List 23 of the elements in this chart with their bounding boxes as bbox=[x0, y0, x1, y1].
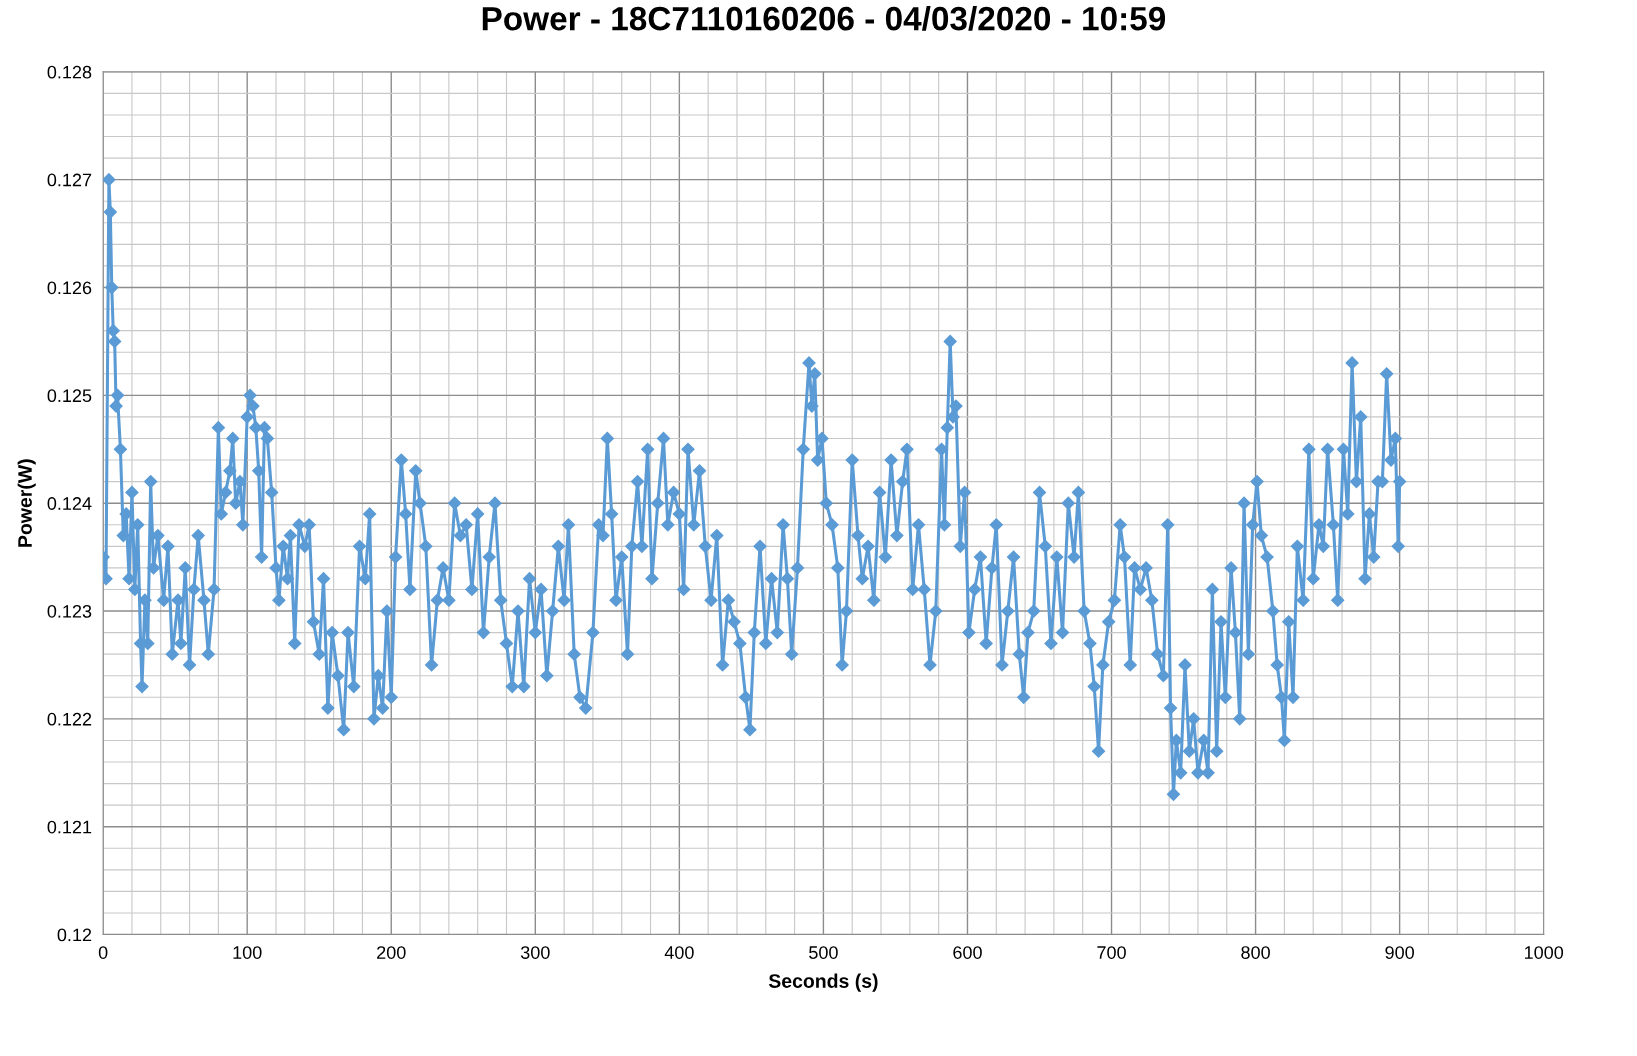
x-tick-label: 200 bbox=[377, 946, 406, 959]
x-tick-label: 1000 bbox=[1524, 946, 1564, 959]
x-tick-label: 600 bbox=[953, 946, 982, 959]
y-tick-label: 0.125 bbox=[47, 389, 92, 403]
x-tick-label: 900 bbox=[1385, 946, 1414, 959]
y-tick-label: 0.123 bbox=[47, 604, 92, 618]
x-tick-label: 500 bbox=[809, 946, 838, 959]
y-tick-label: 0.12 bbox=[57, 928, 92, 942]
y-tick-label: 0.126 bbox=[47, 281, 92, 295]
y-tick-label: 0.122 bbox=[47, 712, 92, 726]
chart-title: Power - 18C7110160206 - 04/03/2020 - 10:59 bbox=[482, 5, 1166, 31]
x-tick-label: 100 bbox=[233, 946, 262, 959]
x-tick-label: 400 bbox=[664, 946, 694, 959]
y-tick-label: 0.124 bbox=[47, 497, 92, 510]
y-tick-label: 0.121 bbox=[47, 820, 92, 834]
x-tick-label: 800 bbox=[1241, 946, 1270, 959]
y-axis-title: Power(W) bbox=[17, 459, 36, 547]
y-tick-label: 0.127 bbox=[47, 173, 92, 187]
x-tick-label: 300 bbox=[520, 946, 550, 959]
x-axis-title: Seconds (s) bbox=[768, 973, 878, 992]
x-tick-label: 0 bbox=[98, 946, 108, 959]
y-tick-label: 0.128 bbox=[47, 65, 92, 79]
x-tick-label: 700 bbox=[1097, 946, 1126, 959]
